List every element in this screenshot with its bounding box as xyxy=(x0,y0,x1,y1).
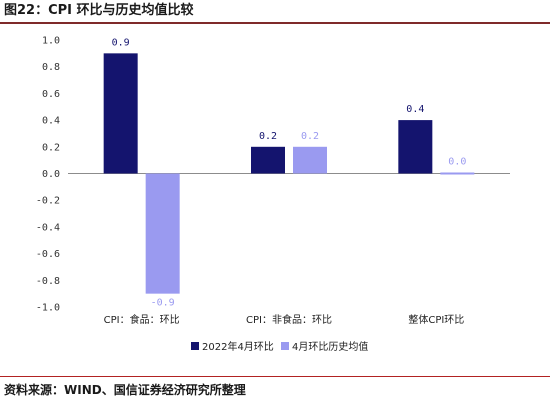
y-tick-label: 0.2 xyxy=(42,142,60,153)
y-tick-label: 0.8 xyxy=(42,62,60,73)
bar-current-1 xyxy=(251,146,285,174)
bar-value-label: 0.2 xyxy=(301,131,319,142)
y-tick-label: -0.6 xyxy=(36,249,60,260)
bar-chart: 1.0 0.8 0.6 0.4 0.2 0.0 -0.2 -0.4 -0.6 -0.8 -1.0 0… xyxy=(36,36,510,353)
bar-current-0 xyxy=(103,53,138,174)
bar-historical-2 xyxy=(440,172,475,175)
category-labels: CPI：食品：环比 CPI：非食品：环比 整体CPI环比 xyxy=(104,313,465,326)
bar-value-label: 0.2 xyxy=(259,131,277,142)
y-tick-label: 0.6 xyxy=(42,89,60,100)
y-tick-label: -0.4 xyxy=(36,222,60,233)
source-rule xyxy=(0,376,550,377)
bar-value-label: 0.4 xyxy=(406,104,424,115)
y-tick-label: 1.0 xyxy=(42,36,60,47)
bar-historical-1 xyxy=(293,146,327,174)
y-tick-label: -1.0 xyxy=(36,303,60,314)
source-note: 资料来源：WIND、国信证券经济研究所整理 xyxy=(4,383,246,397)
legend-label: 2022年4月环比 xyxy=(202,340,274,353)
bar-historical-0 xyxy=(145,173,180,294)
legend-swatch xyxy=(281,342,289,350)
category-label: 整体CPI环比 xyxy=(408,313,464,326)
legend: 2022年4月环比 4月环比历史均值 xyxy=(191,340,368,353)
bars xyxy=(103,53,475,294)
legend-swatch xyxy=(191,342,199,350)
bar-value-label: 0.0 xyxy=(448,157,466,168)
bar-value-label: 0.9 xyxy=(112,37,130,48)
figure-title: 图22：CPI 环比与历史均值比较 xyxy=(4,3,194,18)
title-rule xyxy=(0,22,550,24)
bar-value-label: -0.9 xyxy=(151,298,175,309)
category-label: CPI：食品：环比 xyxy=(104,313,180,326)
y-tick-label: -0.8 xyxy=(36,276,60,287)
legend-label: 4月环比历史均值 xyxy=(292,340,368,353)
y-tick-label: 0.0 xyxy=(42,169,60,180)
y-axis-ticks: 1.0 0.8 0.6 0.4 0.2 0.0 -0.2 -0.4 -0.6 -0.8 -1.0 xyxy=(36,36,60,314)
bar-labels: 0.9 -0.9 0.2 0.2 0.4 0.0 xyxy=(112,37,467,308)
y-tick-label: 0.4 xyxy=(42,116,60,127)
y-tick-label: -0.2 xyxy=(36,196,60,207)
bar-current-2 xyxy=(398,120,433,174)
category-label: CPI：非食品：环比 xyxy=(246,313,332,326)
